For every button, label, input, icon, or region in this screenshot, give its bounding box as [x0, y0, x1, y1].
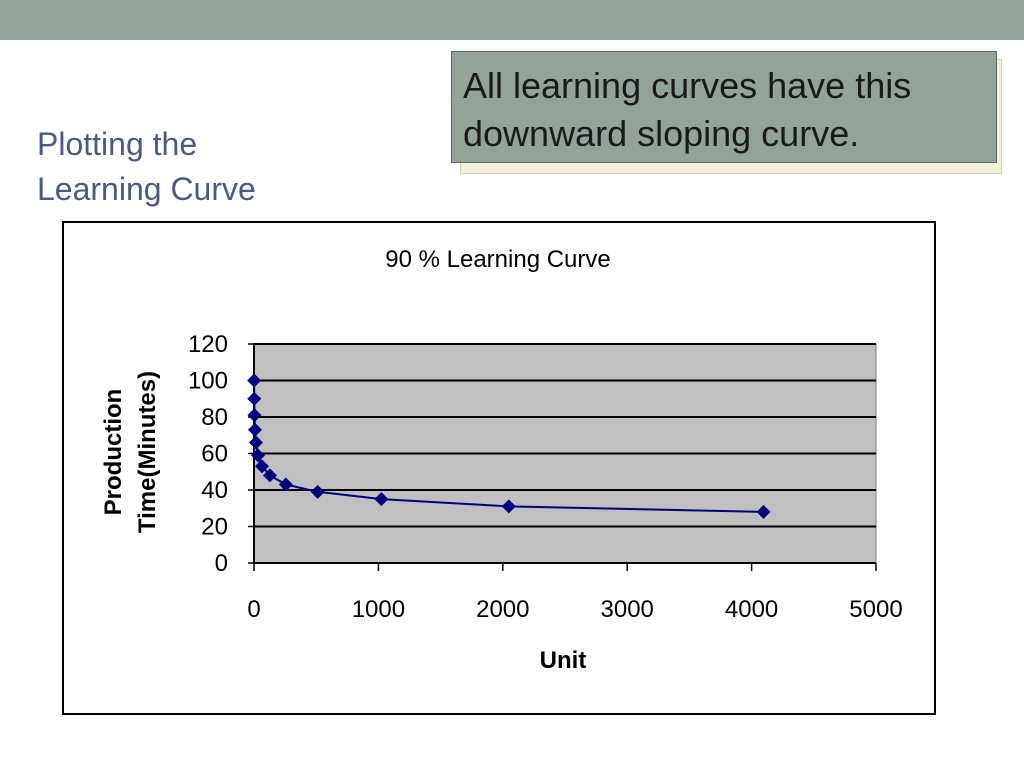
- callout-box: All learning curves have this downward s…: [451, 51, 997, 163]
- y-tick-label: 100: [188, 368, 228, 395]
- data-point-diamond: [247, 408, 262, 423]
- y-axis-title: Production Time(Minutes): [100, 371, 161, 533]
- data-point-diamond: [278, 477, 293, 492]
- y-tick-label: 60: [201, 441, 228, 468]
- data-point-diamond: [756, 504, 771, 519]
- x-tick-label: 4000: [725, 596, 778, 623]
- x-tick-label: 0: [247, 596, 260, 623]
- data-point-diamond: [250, 448, 265, 463]
- x-tick-label: 1000: [352, 596, 405, 623]
- chart-title: 90 % Learning Curve: [385, 246, 610, 273]
- y-tick-label: 80: [201, 404, 228, 431]
- slide-title-line2: Learning Curve: [37, 171, 256, 207]
- tick-labels: 0 20 40 60 80 100 120 0 1000 2000 3000 4000 5000: [188, 331, 903, 623]
- data-point-diamond: [254, 459, 269, 474]
- y-tick-label: 20: [201, 514, 228, 541]
- data-point-diamond: [248, 435, 263, 450]
- data-point-diamond: [247, 391, 262, 406]
- gridlines: [254, 343, 876, 528]
- x-tick-label: 5000: [849, 596, 902, 623]
- callout-line2: downward sloping curve.: [463, 113, 860, 154]
- series-markers: [247, 373, 771, 519]
- data-point-diamond: [501, 499, 516, 514]
- y-tick-label: 120: [188, 331, 228, 358]
- y-tick-label: 40: [201, 477, 228, 504]
- slide-title: Plotting the Learning Curve: [37, 122, 357, 212]
- data-point-diamond: [247, 422, 262, 437]
- y-axis-title-line2: Time(Minutes): [134, 371, 161, 533]
- top-bar: [0, 0, 1024, 40]
- x-axis-title: Unit: [540, 647, 587, 674]
- slide-title-line1: Plotting the: [37, 126, 198, 162]
- data-point-diamond: [247, 373, 262, 388]
- data-point-diamond: [262, 468, 277, 483]
- y-tick-label: 0: [215, 550, 228, 577]
- x-tick-label: 3000: [601, 596, 654, 623]
- callout-line1: All learning curves have this: [463, 65, 912, 106]
- data-point-diamond: [374, 492, 389, 507]
- data-point-diamond: [310, 484, 325, 499]
- x-tick-label: 2000: [476, 596, 529, 623]
- y-axis-title-line1: Production: [100, 389, 127, 516]
